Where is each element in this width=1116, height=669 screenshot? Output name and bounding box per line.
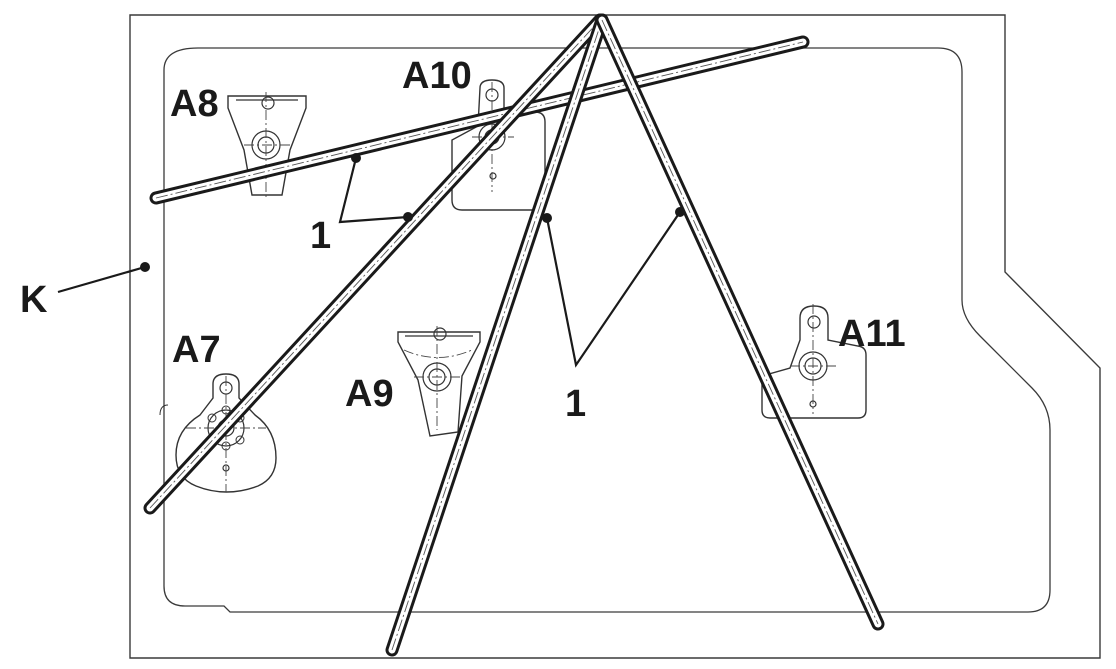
label-part-left: 1	[310, 215, 331, 257]
bracket-a8	[227, 92, 307, 200]
bracket-a11	[761, 304, 867, 419]
label-k: K	[20, 279, 48, 321]
leader-part-left	[338, 157, 409, 224]
label-a8: A8	[170, 83, 219, 125]
rod-diagonal-left	[143, 13, 607, 515]
leader-part-right-dot-a	[542, 213, 552, 223]
rod-diagonal-center	[385, 13, 609, 657]
panel-outline	[129, 14, 1101, 659]
leader-part-left-dot-a	[351, 153, 361, 163]
label-a11: A11	[838, 313, 906, 355]
label-a9: A9	[345, 373, 394, 415]
rod-diagonal-right	[595, 13, 885, 631]
label-a7: A7	[172, 329, 221, 371]
leader-k-dot	[140, 262, 150, 272]
leader-part-right-dot-b	[675, 207, 685, 217]
panel-inner-contour	[163, 47, 1051, 613]
rod-horizontal	[149, 35, 810, 205]
leader-k	[57, 265, 146, 294]
label-part-right: 1	[565, 383, 586, 425]
leader-part-left-dot-b	[403, 212, 413, 222]
bracket-a9	[397, 326, 481, 437]
label-a10: A10	[402, 55, 472, 97]
leader-part-right	[545, 211, 681, 368]
